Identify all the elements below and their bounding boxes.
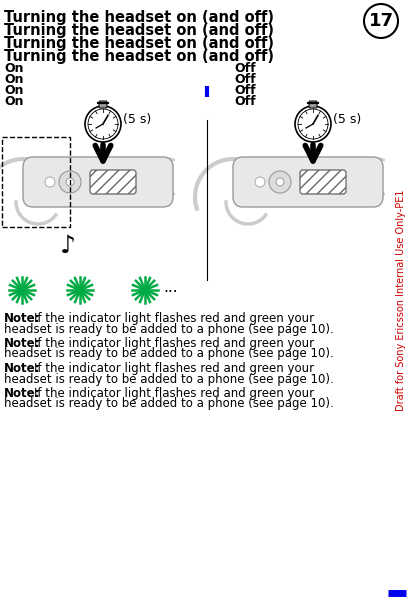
Text: (5 s): (5 s) <box>123 113 151 125</box>
Text: headset is ready to be added to a phone (see page 10).: headset is ready to be added to a phone … <box>4 373 334 385</box>
Text: Note:: Note: <box>4 312 40 325</box>
Circle shape <box>66 178 74 186</box>
Text: If the indicator light flashes red and green your: If the indicator light flashes red and g… <box>34 362 314 375</box>
Text: Turning the headset on (and off): Turning the headset on (and off) <box>4 36 274 51</box>
Text: Turning the headset on (and off): Turning the headset on (and off) <box>4 23 274 38</box>
Text: On: On <box>4 62 24 75</box>
Circle shape <box>76 286 84 294</box>
Circle shape <box>45 177 55 187</box>
Circle shape <box>295 106 331 142</box>
Circle shape <box>298 109 328 139</box>
FancyBboxPatch shape <box>233 157 383 207</box>
FancyBboxPatch shape <box>300 170 346 194</box>
Text: Note:: Note: <box>4 387 40 400</box>
Text: Off: Off <box>234 73 256 86</box>
Text: If the indicator light flashes red and green your: If the indicator light flashes red and g… <box>34 312 314 325</box>
Text: ...: ... <box>163 280 177 295</box>
Text: (5 s): (5 s) <box>333 113 361 125</box>
Circle shape <box>59 171 81 193</box>
Text: headset is ready to be added to a phone (see page 10).: headset is ready to be added to a phone … <box>4 397 334 410</box>
Text: On: On <box>4 84 24 97</box>
Text: 17: 17 <box>368 12 393 30</box>
Text: Off: Off <box>234 62 256 75</box>
Text: ♪: ♪ <box>60 234 76 258</box>
Text: Draft for Sony Ericsson Internal Use Only-PE1: Draft for Sony Ericsson Internal Use Onl… <box>396 189 406 411</box>
Text: Note:: Note: <box>4 362 40 375</box>
Text: Turning the headset on (and off): Turning the headset on (and off) <box>4 10 274 25</box>
Text: headset is ready to be added to a phone (see page 10).: headset is ready to be added to a phone … <box>4 347 334 361</box>
Circle shape <box>18 286 26 294</box>
Circle shape <box>255 177 265 187</box>
Text: If the indicator light flashes red and green your: If the indicator light flashes red and g… <box>34 337 314 350</box>
Circle shape <box>269 171 291 193</box>
FancyBboxPatch shape <box>23 157 173 207</box>
Text: Off: Off <box>234 84 256 97</box>
Circle shape <box>85 106 121 142</box>
Text: Off: Off <box>234 95 256 108</box>
Text: headset is ready to be added to a phone (see page 10).: headset is ready to be added to a phone … <box>4 323 334 335</box>
Bar <box>2 137 70 227</box>
Circle shape <box>276 178 284 186</box>
Text: Turning the headset on (and off): Turning the headset on (and off) <box>4 49 274 64</box>
FancyBboxPatch shape <box>309 101 317 108</box>
Text: On: On <box>4 95 24 108</box>
Text: Note:: Note: <box>4 337 40 350</box>
FancyBboxPatch shape <box>90 170 136 194</box>
FancyBboxPatch shape <box>99 101 107 108</box>
Circle shape <box>88 109 118 139</box>
Circle shape <box>141 286 149 294</box>
Text: If the indicator light flashes red and green your: If the indicator light flashes red and g… <box>34 387 314 400</box>
Text: On: On <box>4 73 24 86</box>
